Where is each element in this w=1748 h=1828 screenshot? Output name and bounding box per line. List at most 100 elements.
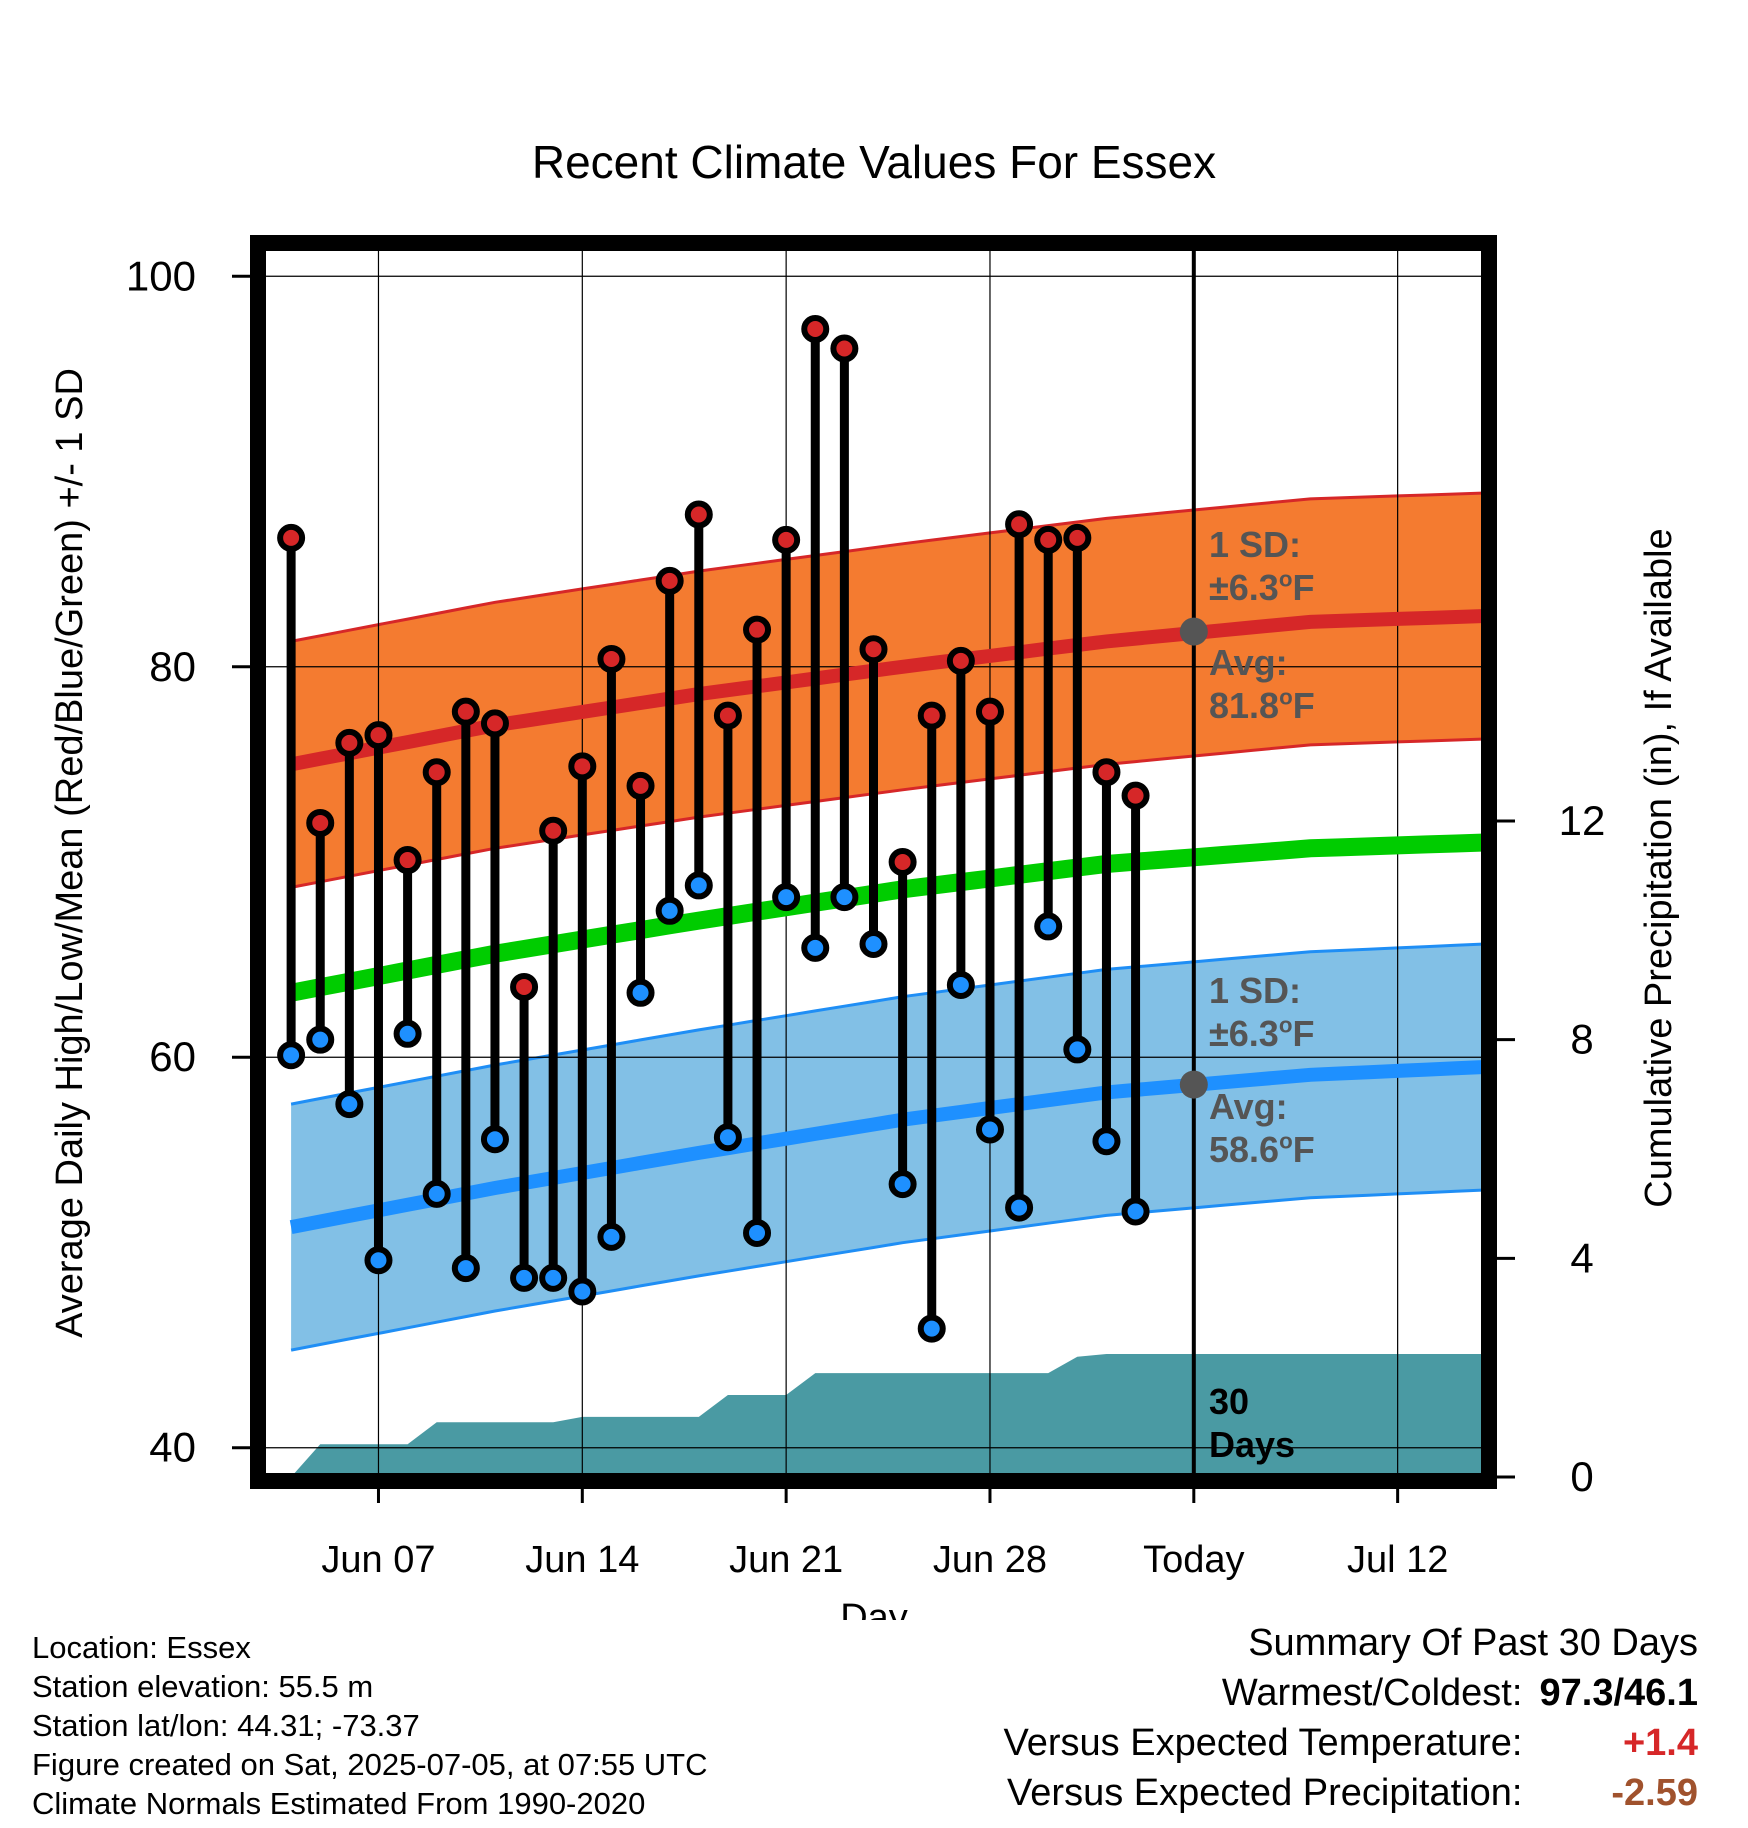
obs-low-dot: [451, 1254, 480, 1283]
warm-cold-value: 97.3/46.1: [1539, 1672, 1698, 1714]
obs-low-dot: [801, 933, 830, 962]
y-tick-label-left: 60: [149, 1033, 196, 1080]
obs-high-dot: [830, 334, 859, 363]
low-sd-band: [291, 944, 1485, 1351]
obs-low-dot: [480, 1125, 509, 1154]
obs-low-dot: [597, 1222, 626, 1251]
obs-low-dot: [568, 1277, 597, 1306]
obs-low-dot: [393, 1019, 422, 1048]
obs-low-dot: [684, 871, 713, 900]
station-info: Location: Essex Station elevation: 55.5 …: [32, 1628, 708, 1823]
obs-high-dot: [946, 646, 975, 675]
temp-anomaly-label: Versus Expected Temperature:: [1003, 1722, 1523, 1764]
obs-high-dot: [393, 846, 422, 875]
obs-high-dot: [422, 758, 451, 787]
summary-heading: Summary Of Past 30 Days: [1248, 1622, 1698, 1664]
obs-low-dot: [655, 896, 684, 925]
obs-low-dot: [946, 971, 975, 999]
summary-panel: Summary Of Past 30 Days Warmest/Coldest:…: [1004, 1618, 1698, 1818]
obs-low-dot: [364, 1246, 393, 1275]
elevation-text: Station elevation: 55.5 m: [32, 1669, 374, 1704]
precip-anomaly-label: Versus Expected Precipitation:: [1007, 1772, 1523, 1814]
low-sd-label: 1 SD:: [1209, 970, 1301, 1011]
days-label: Days: [1209, 1424, 1295, 1465]
high-sd-label: 1 SD:: [1209, 524, 1301, 565]
created-text: Figure created on Sat, 2025-07-05, at 07…: [32, 1747, 708, 1782]
obs-high-dot: [917, 701, 946, 730]
obs-high-dot: [713, 701, 742, 730]
warm-cold-label: Warmest/Coldest:: [1221, 1672, 1523, 1714]
obs-high-dot: [655, 566, 684, 595]
obs-high-dot: [772, 525, 801, 554]
obs-low-dot: [1034, 912, 1063, 941]
obs-low-dot: [335, 1090, 364, 1119]
obs-high-dot: [364, 721, 393, 750]
today-low-avg-marker: [1179, 1070, 1208, 1099]
y-tick-label-left: 80: [149, 643, 196, 690]
x-tick-label: Jun 28: [933, 1539, 1047, 1581]
obs-low-dot: [975, 1115, 1004, 1144]
low-avg-label: Avg:: [1209, 1086, 1288, 1127]
obs-high-dot: [859, 635, 888, 664]
high-sd-upper-edge: [290, 491, 1485, 643]
y-axis-label-left: Average Daily High/Low/Mean (Red/Blue/Gr…: [49, 368, 91, 1338]
obs-low-dot: [1063, 1035, 1092, 1064]
today-high-avg-marker: [1179, 617, 1208, 646]
obs-high-dot: [1092, 758, 1121, 787]
summary-warm-cold: Warmest/Coldest: 97.3/46.1: [1004, 1668, 1698, 1718]
low-avg-value: 58.6oF: [1209, 1128, 1315, 1170]
obs-low-dot: [277, 1041, 306, 1070]
days-count: 30: [1209, 1381, 1249, 1422]
obs-low-dot: [422, 1179, 451, 1208]
obs-low-dot: [772, 883, 801, 912]
temp-anomaly-value: +1.4: [1622, 1722, 1698, 1764]
low-avg-line: [289, 1060, 1485, 1234]
y-tick-label-left: 100: [126, 252, 196, 299]
low-sd-upper-edge: [290, 942, 1485, 1106]
obs-low-dot: [1121, 1197, 1150, 1226]
obs-high-dot: [1005, 510, 1034, 539]
x-tick-label: Jul 12: [1347, 1539, 1448, 1581]
obs-high-dot: [801, 315, 830, 343]
obs-high-dot: [1034, 525, 1063, 554]
obs-low-dot: [1005, 1193, 1034, 1222]
x-tick-label: Jun 14: [525, 1539, 639, 1581]
summary-temp: Versus Expected Temperature: +1.4: [1004, 1718, 1698, 1768]
obs-low-dot: [888, 1170, 917, 1199]
x-axis-label: Day: [840, 1597, 908, 1620]
y-tick-label-left: 40: [149, 1424, 196, 1471]
climate-chart: Recent Climate Values For Essex 1 SD:±6.…: [49, 136, 1680, 1620]
obs-high-dot: [1063, 523, 1092, 552]
obs-high-dot: [306, 808, 335, 837]
plot-inner: [262, 247, 1485, 1477]
precip-anomaly-value: -2.59: [1611, 1772, 1698, 1814]
summary-precip: Versus Expected Precipitation: -2.59: [1004, 1768, 1698, 1818]
obs-high-dot: [451, 697, 480, 726]
obs-high-dot: [1121, 781, 1150, 810]
low-sd-value: ±6.3oF: [1209, 1012, 1314, 1054]
obs-high-dot: [335, 728, 364, 757]
chart-title: Recent Climate Values For Essex: [532, 136, 1216, 188]
obs-low-dot: [306, 1025, 335, 1054]
y-tick-label-right: 0: [1570, 1453, 1593, 1500]
obs-high-dot: [480, 709, 509, 738]
latlon-text: Station lat/lon: 44.31; -73.37: [32, 1708, 420, 1743]
obs-high-dot: [743, 615, 772, 644]
obs-low-dot: [713, 1123, 742, 1152]
y-axis-label-right: Cumulative Precipitation (in), If Availa…: [1638, 528, 1680, 1207]
obs-high-dot: [888, 848, 917, 876]
obs-low-dot: [510, 1263, 539, 1292]
obs-high-dot: [597, 644, 626, 673]
y-tick-label-right: 8: [1570, 1016, 1593, 1063]
obs-low-dot: [859, 930, 888, 958]
obs-high-dot: [568, 752, 597, 781]
high-sd-band: [291, 493, 1485, 888]
obs-high-dot: [684, 500, 713, 529]
obs-high-dot: [626, 771, 655, 800]
normals-text: Climate Normals Estimated From 1990-2020: [32, 1786, 646, 1821]
high-avg-label: Avg:: [1209, 642, 1288, 683]
x-tick-label: Today: [1143, 1539, 1244, 1581]
high-sd-lower-edge: [290, 737, 1485, 889]
x-tick-label: Jun 07: [321, 1539, 435, 1581]
y-tick-label-right: 4: [1570, 1234, 1593, 1281]
